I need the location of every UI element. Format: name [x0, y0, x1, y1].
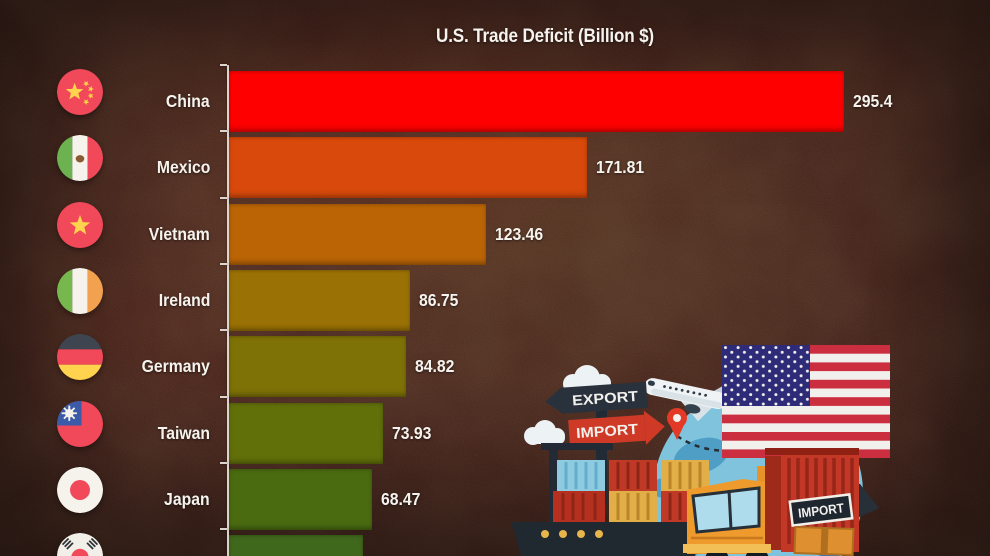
- flag-icon-japan: [57, 467, 103, 514]
- bar-ireland: [229, 269, 410, 331]
- flag-icon-vietnam: [57, 201, 103, 248]
- import-arrow-sign: IMPORT: [568, 410, 665, 447]
- crate-icon: [793, 525, 855, 556]
- truck-windshield: [691, 486, 761, 534]
- axis-tick: [220, 130, 227, 133]
- axis-tick: [220, 329, 227, 332]
- value-label-germany: 84.82: [415, 356, 455, 377]
- bar-mexico: [229, 137, 587, 199]
- axis-tick: [220, 395, 227, 398]
- bar-germany: [229, 336, 406, 398]
- cargo-ship-hull: [511, 522, 705, 556]
- bar-china: [229, 70, 844, 132]
- value-label-taiwan: 73.93: [392, 422, 432, 443]
- chart-title: U.S. Trade Deficit (Billion $): [436, 26, 654, 47]
- airplane-icon: [644, 378, 732, 422]
- axis-tick: [220, 196, 227, 199]
- value-label-vietnam: 123.46: [495, 223, 544, 244]
- truck-label-text: IMPORT: [797, 500, 845, 520]
- country-label-ireland: Ireland: [158, 289, 210, 310]
- bar-vietnam: [229, 203, 486, 265]
- value-label-ireland: 86.75: [419, 289, 459, 310]
- export-arrow-sign: EXPORT: [545, 381, 648, 415]
- country-label-china: China: [166, 90, 210, 111]
- ship-mast: [541, 443, 613, 524]
- flag-icon-taiwan: [57, 400, 103, 447]
- flag-icon-china: [57, 69, 103, 115]
- country-label-germany: Germany: [141, 356, 210, 377]
- bar-japan: [229, 468, 372, 530]
- us-flag: [722, 345, 890, 458]
- shipping-containers: [553, 460, 709, 522]
- cloud-icon: [524, 420, 565, 445]
- delivery-truck: IMPORT: [683, 448, 859, 556]
- country-label-taiwan: Taiwan: [157, 422, 210, 443]
- axis-tick: [220, 528, 227, 531]
- bar-taiwan: [229, 402, 383, 464]
- flag-icon-south-korea: [57, 533, 103, 556]
- bar-south-korea: [229, 535, 363, 556]
- country-label-mexico: Mexico: [156, 157, 210, 178]
- trade-illustration: EXPORT IMPORT: [511, 345, 890, 556]
- value-label-japan: 68.47: [381, 488, 421, 509]
- axis-tick: [220, 263, 227, 265]
- axis-tick: [220, 64, 227, 66]
- export-sign-text: EXPORT: [572, 389, 639, 410]
- flag-icon-mexico: [57, 135, 103, 182]
- flag-icon-ireland: [57, 268, 103, 314]
- value-label-china: 295.4: [853, 90, 893, 111]
- axis-tick: [220, 462, 227, 465]
- flag-icon-germany: [57, 334, 103, 381]
- location-pin-icon: [667, 408, 687, 440]
- truck-import-label: IMPORT: [788, 493, 854, 527]
- import-sign-text: IMPORT: [576, 422, 639, 442]
- country-label-japan: Japan: [164, 488, 210, 509]
- value-axis-line: [227, 65, 229, 556]
- value-label-mexico: 171.81: [596, 157, 645, 178]
- country-label-vietnam: Vietnam: [149, 223, 210, 244]
